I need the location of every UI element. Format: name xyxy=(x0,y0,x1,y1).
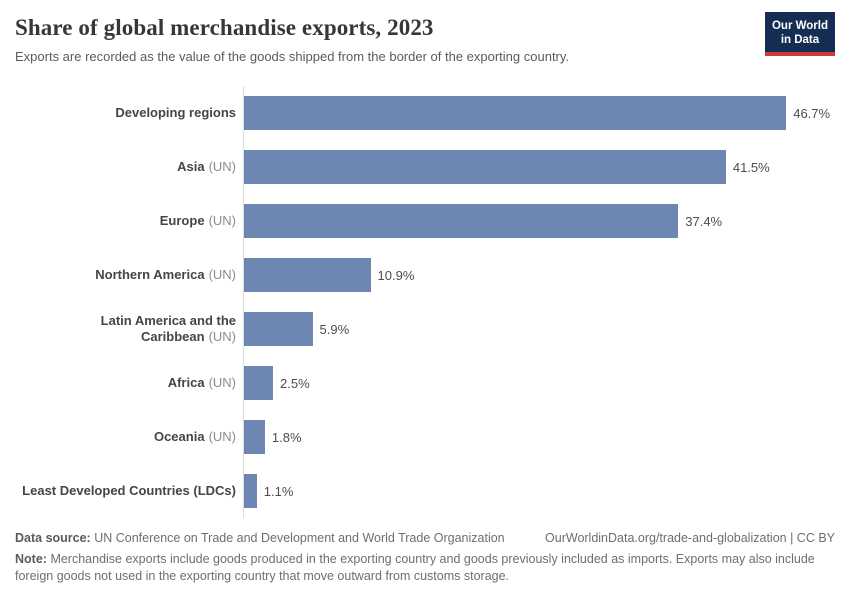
row-label: Africa (UN) xyxy=(15,375,243,391)
bar[interactable] xyxy=(244,204,679,238)
bar-chart-row: Northern America (UN) 10.9% xyxy=(15,248,835,302)
row-label-main: Northern America xyxy=(95,267,205,282)
data-source: Data source: UN Conference on Trade and … xyxy=(15,530,505,547)
footer: Data source: UN Conference on Trade and … xyxy=(15,530,835,585)
bar-value: 1.1% xyxy=(263,483,294,499)
row-label: Least Developed Countries (LDCs) xyxy=(15,483,243,499)
bar-track: 5.9% xyxy=(243,302,835,356)
note-label: Note: xyxy=(15,552,47,566)
chart-subtitle: Exports are recorded as the value of the… xyxy=(15,49,570,64)
row-label: Asia (UN) xyxy=(15,159,243,175)
owid-link[interactable]: OurWorldinData.org/trade-and-globalizati… xyxy=(545,531,835,545)
row-label-main: Africa xyxy=(167,375,205,390)
bar-track: 46.7% xyxy=(243,86,835,140)
bar-track: 41.5% xyxy=(243,140,835,194)
row-label-suffix: (UN) xyxy=(208,429,236,444)
header: Share of global merchandise exports, 202… xyxy=(15,12,835,65)
bar[interactable] xyxy=(244,150,726,184)
bar-value: 10.9% xyxy=(377,267,415,283)
bar[interactable] xyxy=(244,312,313,346)
bar[interactable] xyxy=(244,366,274,400)
note-text: Merchandise exports include goods produc… xyxy=(15,552,815,583)
row-label: Northern America (UN) xyxy=(15,267,243,283)
row-label-suffix: (UN) xyxy=(208,329,236,344)
bar-track: 2.5% xyxy=(243,356,835,410)
row-label-main: Asia xyxy=(177,159,205,174)
note: Note: Merchandise exports include goods … xyxy=(15,551,835,585)
bar-value: 41.5% xyxy=(732,159,770,175)
row-label-main: Developing regions xyxy=(115,105,236,120)
bar[interactable] xyxy=(244,258,371,292)
bar-track: 1.8% xyxy=(243,410,835,464)
bar-value: 1.8% xyxy=(271,429,302,445)
owid-logo-line1: Our World xyxy=(771,20,828,32)
bar-chart-row: Developing regions 46.7% xyxy=(15,86,835,140)
row-label-suffix: (UN) xyxy=(208,159,236,174)
bar-chart-row: Africa (UN) 2.5% xyxy=(15,356,835,410)
row-label-main: Latin America and the Caribbean xyxy=(100,313,236,344)
row-label: Latin America and the Caribbean (UN) xyxy=(15,313,243,345)
row-label-suffix: (UN) xyxy=(208,267,236,282)
bar-chart-row: Oceania (UN) 1.8% xyxy=(15,410,835,464)
bar-value: 46.7% xyxy=(793,105,831,121)
data-source-text: UN Conference on Trade and Development a… xyxy=(94,531,505,545)
bar-chart-rows: Developing regions 46.7% Asia (UN) 41.5% … xyxy=(15,86,835,518)
data-source-label: Data source: xyxy=(15,531,91,545)
row-label-main: Europe xyxy=(159,213,205,228)
bar[interactable] xyxy=(244,420,265,454)
bar-track: 37.4% xyxy=(243,194,835,248)
row-label: Developing regions xyxy=(15,105,243,121)
row-label-suffix: (UN) xyxy=(208,213,236,228)
owid-logo[interactable]: Our World in Data xyxy=(764,12,835,56)
row-label-suffix: (UN) xyxy=(208,375,236,390)
bar-track: 1.1% xyxy=(243,464,835,518)
chart-title: Share of global merchandise exports, 202… xyxy=(15,15,434,40)
row-label: Europe (UN) xyxy=(15,213,243,229)
row-label-main: Oceania xyxy=(153,429,205,444)
source-line: Data source: UN Conference on Trade and … xyxy=(15,530,835,547)
bar-chart: Developing regions 46.7% Asia (UN) 41.5% … xyxy=(15,86,835,518)
bar-value: 5.9% xyxy=(319,321,350,337)
bar-track: 10.9% xyxy=(243,248,835,302)
row-label: Oceania (UN) xyxy=(15,429,243,445)
bar-value: 37.4% xyxy=(685,213,723,229)
bar[interactable] xyxy=(244,474,257,508)
bar[interactable] xyxy=(244,96,787,130)
bar-chart-row: Least Developed Countries (LDCs) 1.1% xyxy=(15,464,835,518)
owid-logo-line2: in Data xyxy=(780,34,820,46)
header-text: Share of global merchandise exports, 202… xyxy=(15,14,569,65)
bar-value: 2.5% xyxy=(280,375,310,391)
bar-chart-row: Europe (UN) 37.4% xyxy=(15,194,835,248)
bar-chart-row: Asia (UN) 41.5% xyxy=(15,140,835,194)
row-label-main: Least Developed Countries (LDCs) xyxy=(22,483,236,498)
bar-chart-row: Latin America and the Caribbean (UN) 5.9% xyxy=(15,302,835,356)
